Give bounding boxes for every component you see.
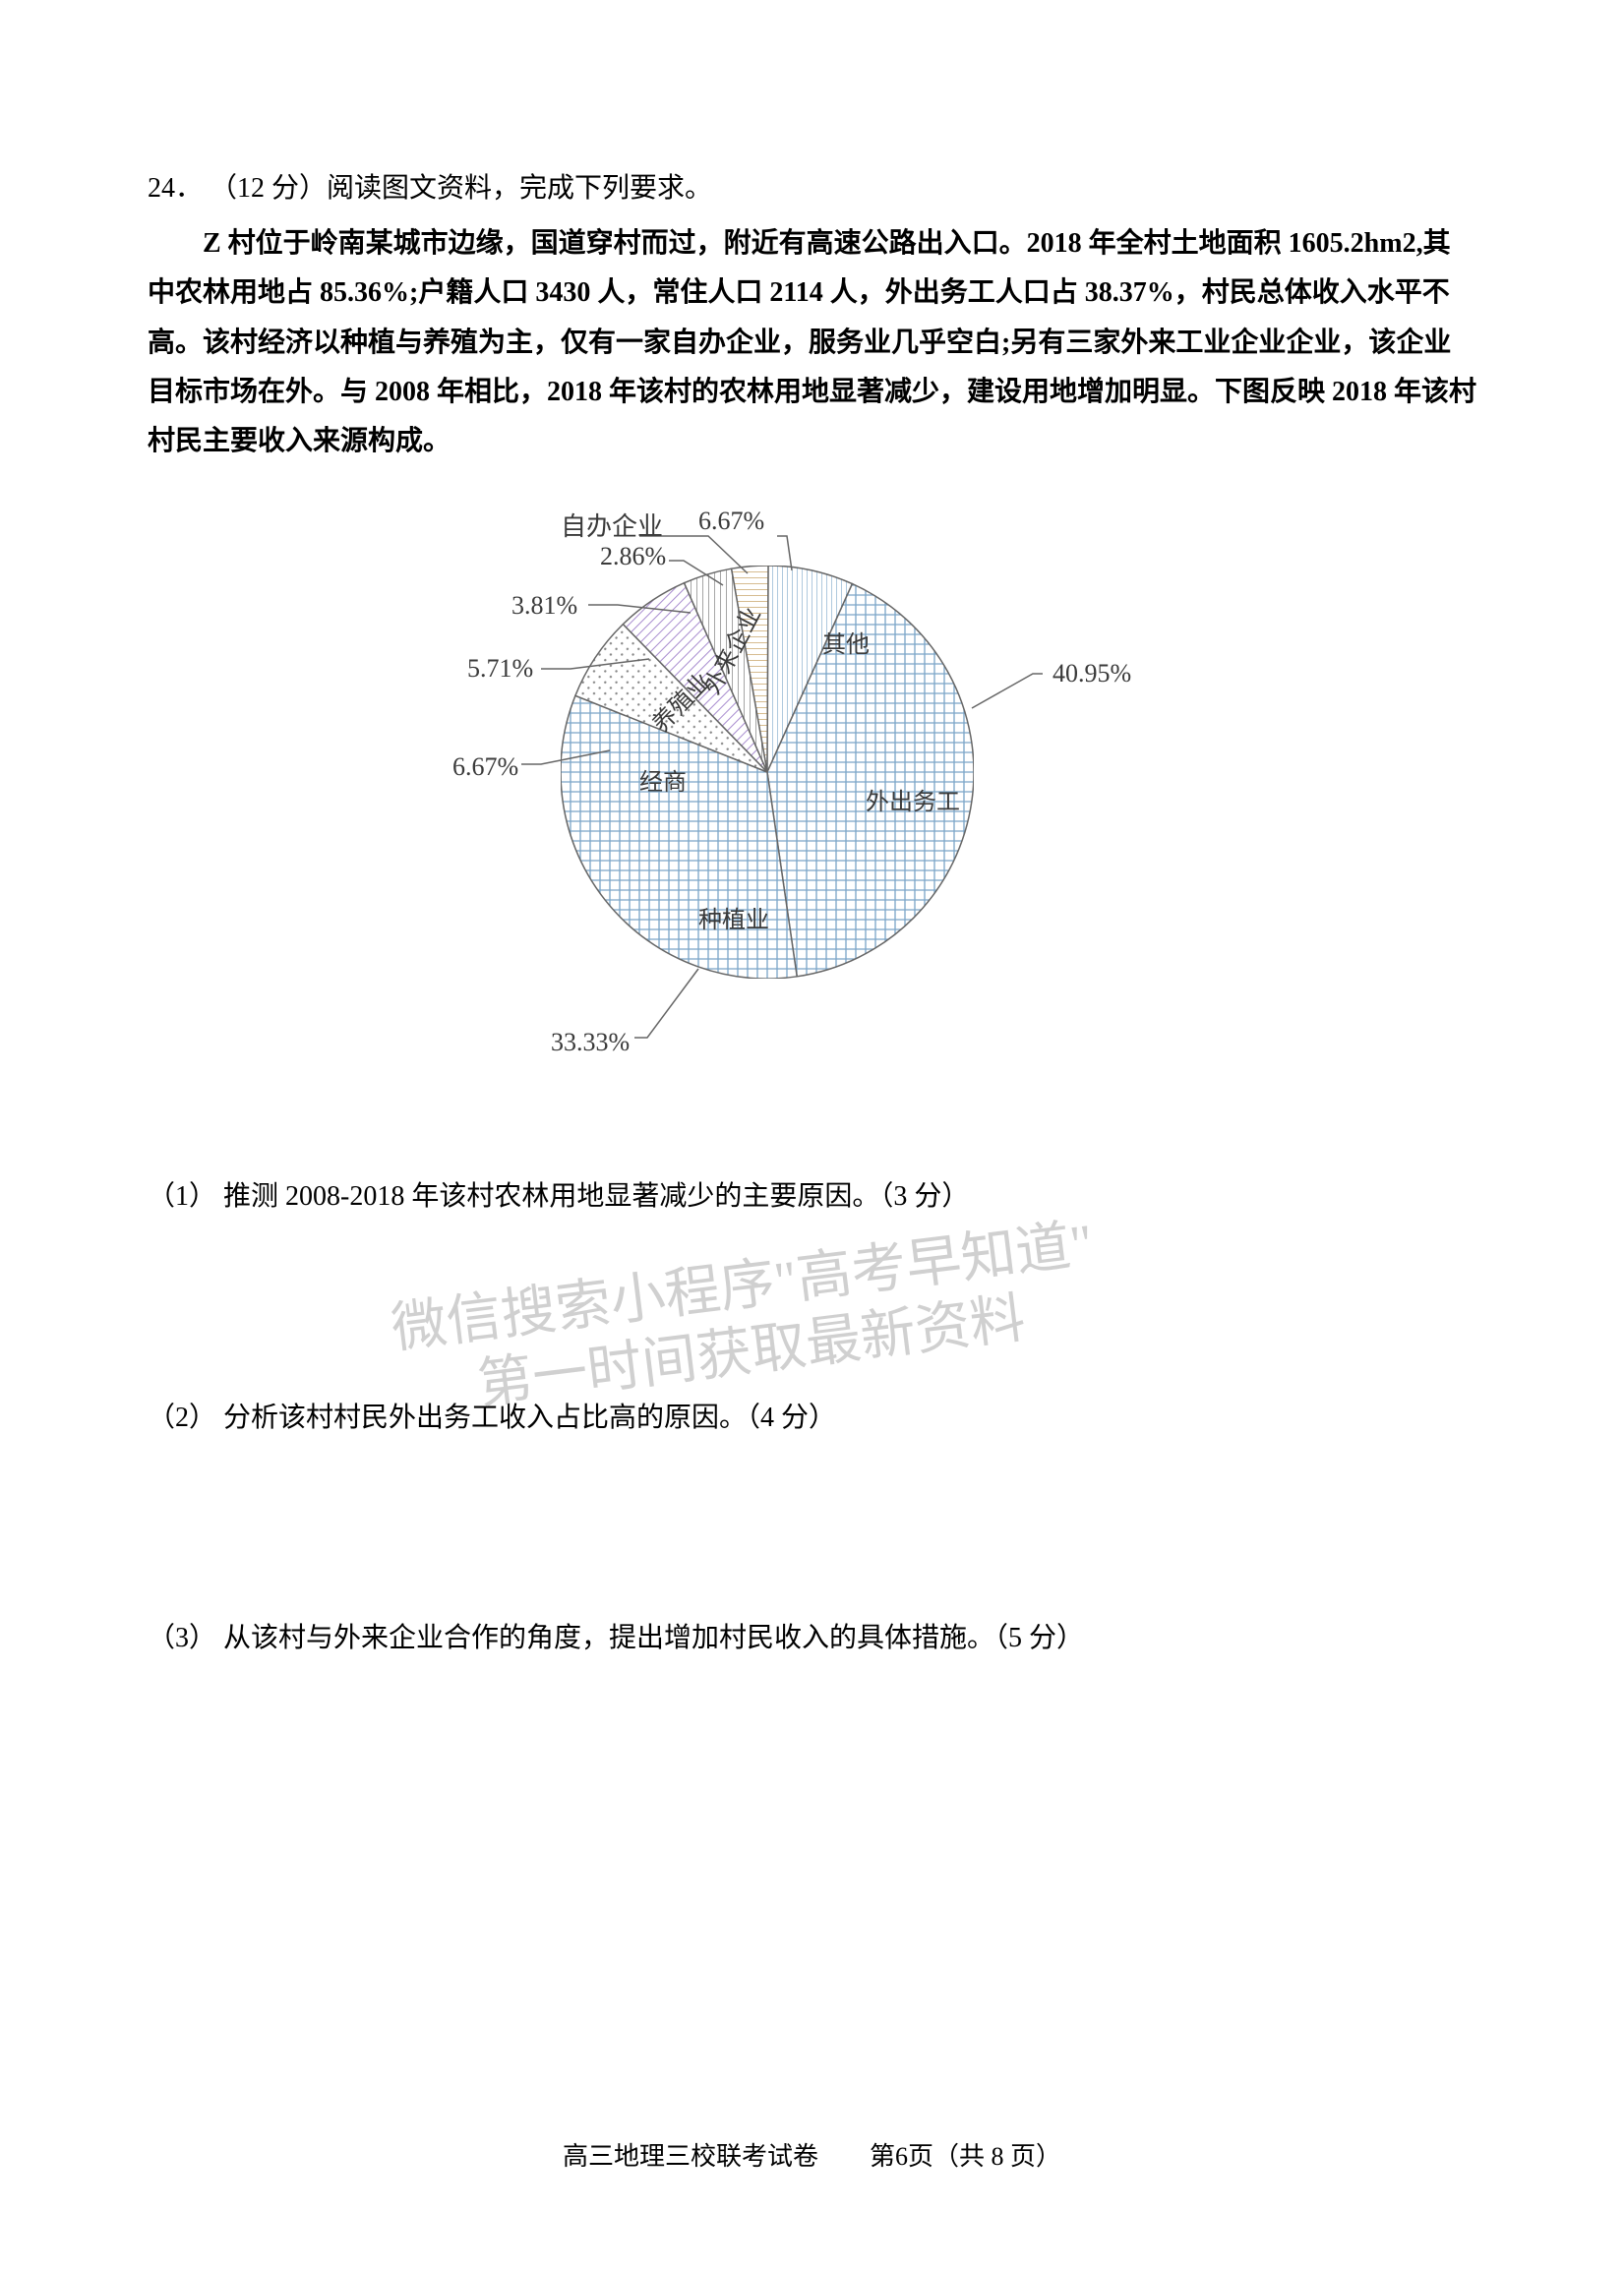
question-points: （12 分）阅读图文资料，完成下列要求。	[210, 173, 712, 204]
sub-question-2: （2） 分析该村村民外出务工收入占比高的原因。（4 分）	[148, 1397, 1476, 1441]
chart-int-label-5: 种植业	[698, 900, 769, 934]
sub-question-1: （1） 推测 2008-2018 年该村农林用地显著减少的主要原因。（3 分）	[148, 1175, 1476, 1220]
chart-ext-label-6: 40.95%	[1053, 659, 1131, 688]
chart-ext-label-4: 5.71%	[467, 654, 533, 684]
subq2-text: 分析该村村民外出务工收入占比高的原因。（4 分）	[223, 1403, 836, 1433]
chart-ext-label-7: 33.33%	[551, 1028, 630, 1057]
subq3-text: 从该村与外来企业合作的角度，提出增加村民收入的具体措施。（5 分）	[223, 1623, 1084, 1653]
pie-chart-container: 自办企业 6.67% 2.86% 3.81% 5.71% 6.67% 40.95% 33.33…	[148, 507, 1476, 1116]
chart-ext-label-3: 3.81%	[511, 591, 577, 621]
subq2-num: （2）	[148, 1397, 216, 1441]
subq1-text: 推测 2008-2018 年该村农林用地显著减少的主要原因。（3 分）	[223, 1181, 969, 1212]
question-header: 24． （12 分）阅读图文资料，完成下列要求。	[148, 167, 1476, 211]
watermark-line1: 微信搜索小程序"高考早知道"	[389, 1214, 1097, 1360]
chart-int-label-0: 其他	[822, 625, 870, 659]
chart-ext-label-2: 2.86%	[600, 542, 666, 571]
subq1-num: （1）	[148, 1175, 216, 1220]
chart-ext-label-0: 自办企业	[561, 507, 663, 543]
subq3-num: （3）	[148, 1617, 216, 1661]
chart-int-label-4: 外出务工	[866, 782, 960, 816]
page-footer: 高三地理三校联考试卷 第6页（共 8 页）	[0, 2136, 1624, 2173]
chart-ext-label-5: 6.67%	[452, 752, 518, 782]
sub-question-3: （3） 从该村与外来企业合作的角度，提出增加村民收入的具体措施。（5 分）	[148, 1617, 1476, 1661]
chart-int-label-3: 经商	[639, 762, 687, 797]
question-number: 24．	[148, 173, 203, 204]
question-passage: Z 村位于岭南某城市边缘，国道穿村而过，附近有高速公路出入口。2018 年全村土…	[148, 219, 1476, 467]
chart-ext-label-1: 6.67%	[698, 507, 764, 536]
